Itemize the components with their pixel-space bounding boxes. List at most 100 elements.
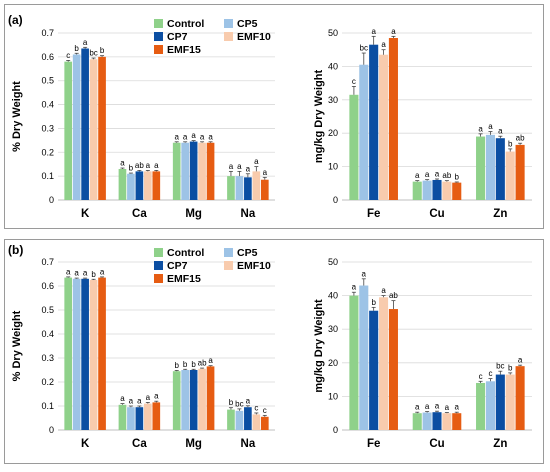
chart3-bar-Zn-EMF15 bbox=[515, 366, 525, 430]
chart1-ytick-label: 40 bbox=[328, 61, 338, 71]
chart3-ytick-label: 30 bbox=[328, 324, 338, 334]
chart0-bar-K-EMF15 bbox=[98, 56, 106, 200]
chart0-sig-letter: a bbox=[229, 162, 234, 171]
chart2-bar-Ca-CP7 bbox=[135, 407, 144, 430]
chart2-sig-letter: bc bbox=[235, 399, 243, 408]
chart1-sig-letter: b bbox=[455, 172, 460, 181]
chart1-category-label: Cu bbox=[429, 208, 444, 220]
chart0-legend-swatch-EMF10 bbox=[224, 32, 233, 41]
chart0-ytick-label: 0.5 bbox=[41, 76, 54, 86]
chart0-sig-letter: a bbox=[174, 132, 179, 141]
chart3-sig-letter: ab bbox=[389, 291, 398, 300]
chart3-bar-Cu-Control bbox=[412, 413, 422, 430]
chart3-sig-letter: a bbox=[455, 403, 460, 412]
chart3-bar-Zn-Control bbox=[476, 382, 486, 430]
chart1-bar-Zn-EMF15 bbox=[515, 144, 525, 200]
chart0-sig-letter: a bbox=[183, 132, 188, 141]
chart2-legend-label-CP7: CP7 bbox=[167, 260, 188, 272]
chart2-sig-letter: a bbox=[154, 392, 159, 401]
chart3-bar-Cu-EMF15 bbox=[452, 413, 462, 430]
chart3-bar-Fe-EMF15 bbox=[388, 309, 398, 430]
chart2-sig-letter: a bbox=[100, 267, 105, 276]
chart0-legend-label-EMF10: EMF10 bbox=[237, 31, 271, 43]
chart1-ylabel: mg/kg Dry Weight bbox=[313, 70, 325, 164]
chart0-sig-letter: a bbox=[154, 161, 159, 170]
chart2-sig-letter: a bbox=[208, 356, 213, 365]
chart2-bar-Na-CP7 bbox=[244, 407, 252, 430]
chart2-ytick-label: 0.5 bbox=[41, 305, 54, 315]
chart2-sig-letter: a bbox=[83, 269, 88, 278]
chart1-bar-Fe-EMF15 bbox=[388, 38, 398, 201]
chart0-bar-Ca-Control bbox=[118, 168, 127, 200]
chart3-bar-Zn-EMF10 bbox=[505, 374, 515, 430]
chart0-legend-label-Control: Control bbox=[167, 18, 204, 30]
chart2-sig-letter: b bbox=[174, 361, 179, 370]
chart2-bar-Ca-CP5 bbox=[127, 407, 135, 430]
chart1-bar-Fe-Control bbox=[349, 94, 359, 200]
chart1-sig-letter: a bbox=[381, 40, 386, 49]
chart0-bar-Ca-CP7 bbox=[135, 171, 144, 200]
chart2-category-label: Mg bbox=[185, 438, 202, 450]
chart2-ytick-label: 0.1 bbox=[41, 401, 54, 411]
chart1-category-label: Zn bbox=[493, 208, 507, 220]
chart2-ytick-label: 0.6 bbox=[41, 281, 54, 291]
chart1-sig-letter: b bbox=[508, 139, 513, 148]
chart0-bar-Na-Control bbox=[227, 176, 235, 200]
chart0-sig-letter: a bbox=[120, 159, 125, 168]
chart0-legend-swatch-Control bbox=[154, 19, 163, 28]
chart0-bar-Na-EMF15 bbox=[260, 179, 269, 200]
chart3-sig-letter: bc bbox=[496, 362, 504, 371]
chart1-sig-letter: a bbox=[391, 27, 396, 36]
chart0-sig-letter: b bbox=[129, 164, 134, 173]
chart1-bar-Zn-Control bbox=[476, 136, 486, 200]
panel-b-frame bbox=[4, 239, 544, 464]
chart0-bar-K-EMF10 bbox=[89, 59, 98, 200]
chart0-ytick-label: 0.1 bbox=[41, 171, 54, 181]
chart0-sig-letter: c bbox=[66, 51, 70, 60]
chart3-bar-Cu-CP7 bbox=[432, 412, 442, 430]
chart2-bar-Ca-EMF10 bbox=[144, 403, 152, 430]
panel-a-frame bbox=[4, 4, 544, 229]
chart3-ytick-label: 40 bbox=[328, 291, 338, 301]
chart3-sig-letter: a bbox=[425, 402, 430, 411]
chart2-legend-label-EMF15: EMF15 bbox=[167, 273, 201, 285]
chart3-ytick-label: 50 bbox=[328, 257, 338, 267]
chart0-ylabel: % Dry Weight bbox=[11, 81, 23, 152]
chart2-category-label: K bbox=[81, 438, 90, 450]
chart2-bar-K-EMF10 bbox=[89, 280, 98, 430]
chart1-bar-Fe-CP7 bbox=[369, 44, 379, 200]
chart0-bar-Mg-CP5 bbox=[181, 142, 189, 200]
chart0-bar-Mg-Control bbox=[172, 142, 181, 200]
chart2-legend-label-EMF10: EMF10 bbox=[237, 260, 271, 272]
chart2-sig-letter: b bbox=[229, 398, 234, 407]
chart1-bar-Cu-CP5 bbox=[422, 180, 432, 200]
chart0-ytick-label: 0.4 bbox=[41, 100, 54, 110]
chart0-sig-letter: bc bbox=[89, 49, 97, 58]
chart2-sig-letter: c bbox=[263, 406, 267, 415]
chart1-category-label: Fe bbox=[367, 208, 380, 220]
chart0-legend-label-CP7: CP7 bbox=[167, 31, 188, 43]
chart1-sig-letter: ab bbox=[442, 171, 451, 180]
chart3-category-label: Fe bbox=[367, 438, 380, 450]
chart3-bar-Zn-CP5 bbox=[485, 381, 495, 430]
chart0-sig-letter: a bbox=[246, 164, 251, 173]
chart3-ytick-label: 10 bbox=[328, 391, 338, 401]
chart2-sig-letter: a bbox=[74, 269, 79, 278]
chart0-sig-letter: a bbox=[254, 157, 259, 166]
chart2-bar-Na-CP5 bbox=[235, 410, 244, 430]
chart2-legend-label-CP5: CP5 bbox=[237, 247, 258, 259]
chart0-bar-Mg-EMF15 bbox=[206, 142, 215, 200]
chart3-sig-letter: a bbox=[435, 402, 440, 411]
chart0-category-label: Na bbox=[241, 208, 256, 220]
chart3-sig-letter: a bbox=[415, 403, 420, 412]
chart2-bar-K-EMF15 bbox=[98, 277, 106, 430]
chart1-bar-Cu-EMF15 bbox=[452, 182, 462, 200]
chart2-legend-label-Control: Control bbox=[167, 247, 204, 259]
chart1-sig-letter: a bbox=[435, 169, 440, 178]
chart2-sig-letter: a bbox=[129, 397, 134, 406]
chart0-bar-K-Control bbox=[64, 61, 73, 200]
chart1-bar-Zn-CP5 bbox=[485, 134, 495, 200]
chart1-bar-Fe-CP5 bbox=[359, 64, 369, 200]
chart1-sig-letter: a bbox=[498, 127, 503, 136]
chart2-sig-letter: a bbox=[246, 396, 251, 405]
